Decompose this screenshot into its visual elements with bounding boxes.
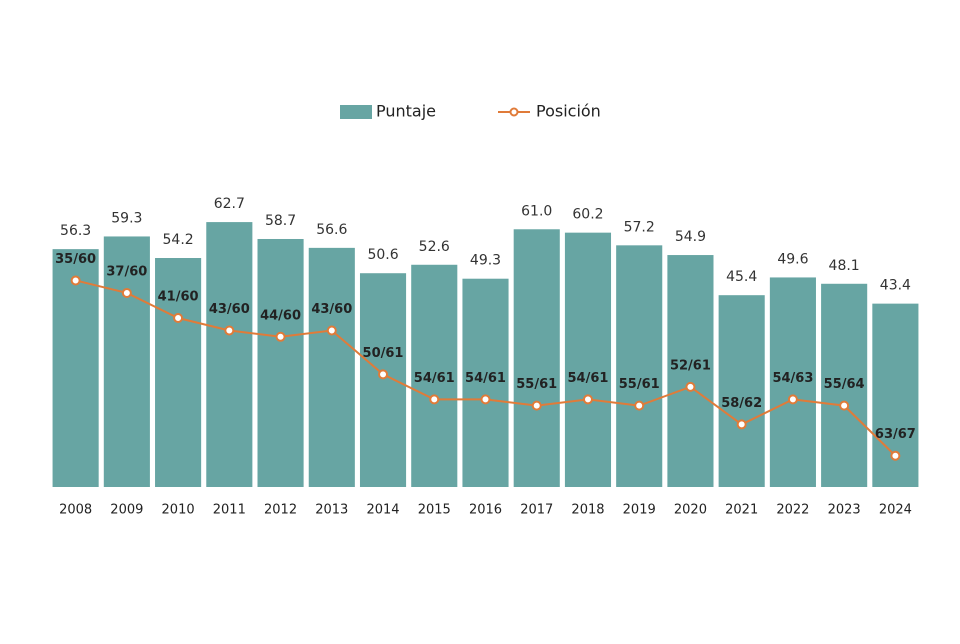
bar: [513, 229, 560, 487]
x-tick-label: 2016: [469, 503, 502, 518]
legend-label: Posición: [536, 102, 601, 121]
line-value-label: 43/60: [209, 302, 250, 317]
bar-value-label: 49.6: [777, 251, 808, 267]
x-tick-label: 2012: [264, 503, 297, 518]
x-tick-label: 2020: [674, 503, 707, 518]
bar: [718, 295, 765, 487]
line-value-label: 55/64: [824, 377, 865, 392]
line-marker: [839, 400, 850, 411]
x-tick-label: 2021: [725, 503, 758, 518]
x-tick-label: 2017: [520, 503, 553, 518]
bar-value-label: 61.0: [521, 203, 552, 219]
line-marker: [890, 450, 901, 461]
line-value-label: 54/63: [772, 371, 813, 386]
line-value-label: 55/61: [619, 377, 660, 392]
line-value-label: 43/60: [311, 302, 352, 317]
bar: [821, 283, 868, 487]
bar-value-label: 49.3: [470, 253, 501, 269]
x-tick-label: 2013: [315, 503, 348, 518]
bar-value-label: 60.2: [572, 207, 603, 223]
bar-value-label: 56.6: [316, 222, 347, 238]
line-marker: [736, 419, 747, 430]
legend-label: Puntaje: [376, 102, 436, 121]
line-value-label: 54/61: [568, 371, 609, 386]
x-tick-label: 2022: [776, 503, 809, 518]
line-marker: [378, 369, 389, 380]
line-marker: [275, 331, 286, 342]
bar: [308, 247, 355, 487]
line-marker: [70, 275, 81, 286]
x-tick-label: 2009: [110, 503, 143, 518]
line-marker: [173, 313, 184, 323]
line-value-label: 41/60: [158, 290, 199, 305]
line-value-label: 52/61: [670, 358, 711, 373]
bar: [257, 238, 304, 487]
line-marker: [326, 325, 337, 336]
bar-value-label: 52.6: [419, 239, 450, 255]
line-value-label: 37/60: [106, 264, 147, 279]
bar-value-label: 54.2: [163, 232, 194, 248]
bar: [667, 255, 714, 487]
line-value-label: 50/61: [363, 346, 404, 361]
bar: [769, 277, 816, 487]
line-marker: [685, 381, 696, 392]
line-value-label: 63/67: [875, 427, 916, 442]
line-marker: [787, 394, 798, 405]
bar-value-label: 50.6: [367, 247, 398, 263]
x-tick-label: 2023: [828, 503, 861, 518]
line-marker: [429, 394, 440, 405]
line-value-label: 54/61: [414, 371, 455, 386]
bar-value-label: 54.9: [675, 229, 706, 245]
bar: [462, 278, 509, 487]
legend-swatch: [340, 105, 372, 119]
line-value-label: 44/60: [260, 308, 301, 323]
line-marker: [480, 394, 491, 405]
bar-value-label: 59.3: [111, 210, 142, 226]
line-value-label: 54/61: [465, 371, 506, 386]
line-marker: [582, 394, 593, 405]
bar: [616, 245, 663, 487]
line-value-label: 35/60: [55, 252, 96, 267]
x-tick-label: 2019: [623, 503, 656, 518]
line-value-label: 55/61: [516, 377, 557, 392]
line-marker: [224, 325, 235, 336]
x-tick-label: 2024: [879, 503, 912, 518]
bar: [155, 258, 202, 487]
bar-value-label: 62.7: [214, 196, 245, 212]
x-tick-label: 2011: [213, 503, 246, 518]
bar-value-label: 58.7: [265, 213, 296, 229]
bar-value-label: 57.2: [624, 219, 655, 235]
bar: [103, 236, 150, 487]
bar: [411, 264, 458, 487]
legend: Puntaje Posición: [340, 102, 601, 121]
line-marker: [121, 287, 132, 298]
line-value-label: 58/62: [721, 396, 762, 411]
legend-swatch: [509, 107, 519, 117]
bar: [359, 273, 407, 487]
bar: [52, 249, 99, 487]
bar: [564, 232, 612, 487]
x-tick-label: 2014: [366, 503, 399, 518]
bar-value-label: 43.4: [880, 278, 911, 294]
bar-value-label: 45.4: [726, 269, 757, 285]
bar-value-label: 56.3: [60, 223, 91, 239]
x-tick-label: 2010: [162, 503, 195, 518]
bar-value-label: 48.1: [829, 258, 860, 274]
x-tick-label: 2018: [571, 503, 604, 518]
x-tick-label: 2008: [59, 503, 92, 518]
line-marker: [531, 400, 542, 411]
bar: [206, 222, 253, 487]
line-marker: [634, 400, 645, 411]
x-tick-label: 2015: [418, 503, 451, 518]
